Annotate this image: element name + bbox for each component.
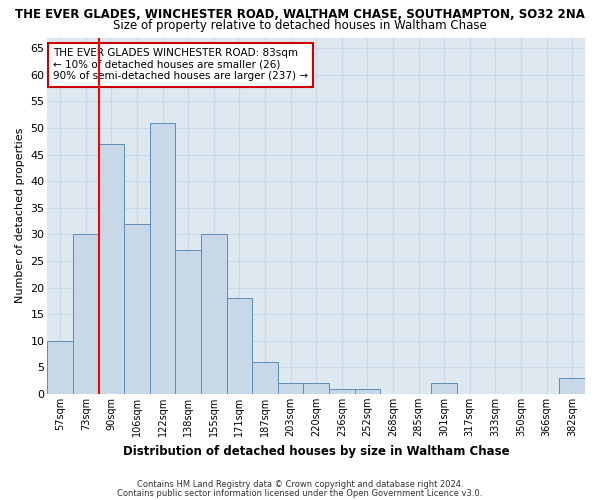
- Bar: [329, 388, 355, 394]
- Text: Contains HM Land Registry data © Crown copyright and database right 2024.: Contains HM Land Registry data © Crown c…: [137, 480, 463, 489]
- Bar: [201, 234, 227, 394]
- X-axis label: Distribution of detached houses by size in Waltham Chase: Distribution of detached houses by size …: [123, 444, 509, 458]
- Bar: [431, 384, 457, 394]
- Text: Contains public sector information licensed under the Open Government Licence v3: Contains public sector information licen…: [118, 488, 482, 498]
- Bar: [175, 250, 201, 394]
- Text: THE EVER GLADES WINCHESTER ROAD: 83sqm
← 10% of detached houses are smaller (26): THE EVER GLADES WINCHESTER ROAD: 83sqm ←…: [53, 48, 308, 82]
- Bar: [304, 384, 329, 394]
- Bar: [278, 384, 304, 394]
- Text: THE EVER GLADES, WINCHESTER ROAD, WALTHAM CHASE, SOUTHAMPTON, SO32 2NA: THE EVER GLADES, WINCHESTER ROAD, WALTHA…: [15, 8, 585, 20]
- Bar: [227, 298, 252, 394]
- Bar: [98, 144, 124, 394]
- Bar: [73, 234, 98, 394]
- Y-axis label: Number of detached properties: Number of detached properties: [15, 128, 25, 304]
- Bar: [252, 362, 278, 394]
- Bar: [124, 224, 150, 394]
- Bar: [150, 122, 175, 394]
- Bar: [559, 378, 585, 394]
- Bar: [355, 388, 380, 394]
- Bar: [47, 340, 73, 394]
- Text: Size of property relative to detached houses in Waltham Chase: Size of property relative to detached ho…: [113, 19, 487, 32]
